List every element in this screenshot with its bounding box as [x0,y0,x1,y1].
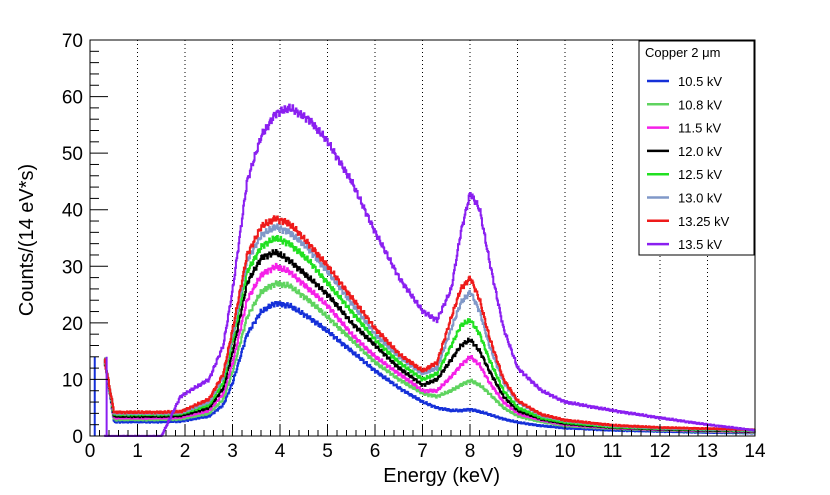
x-axis-title: Energy (keV) [383,465,500,487]
y-tick-label-70: 70 [62,31,83,52]
x-tick-label-0: 0 [85,441,96,462]
legend: Copper 2 μm 10.5 kV 10.8 kV 11.5 kV 12.0 kV 1… [638,40,755,256]
x-tick-label-6: 6 [370,441,381,462]
x-tick-label-9: 9 [512,441,523,462]
legend-entry-label: 13.5 kV [678,237,722,252]
series-line-10-5-kV [103,301,756,435]
x-tick-label-12: 12 [649,441,670,462]
series-layer [93,103,756,437]
x-tick-label-2: 2 [180,441,191,462]
y-tick-label-30: 30 [62,257,83,278]
x-tick-label-4: 4 [275,441,286,462]
legend-entry-label: 10.5 kV [678,74,722,89]
x-tick-label-14: 14 [744,441,766,462]
y-tick-label-0: 0 [72,427,83,448]
legend-entry-label: 11.5 kV [678,121,721,136]
axes: 0 1 2 3 4 5 6 7 8 9 10 11 12 13 14010203040506070Energ… [16,31,766,487]
y-axis-title: Counts/(14 eV*s) [16,164,38,316]
legend-entry-label: 12.0 kV [678,144,722,159]
legend-box [638,40,755,256]
legend-entry-label: 13.25 kV [678,214,730,229]
x-tick-label-1: 1 [132,441,143,462]
x-tick-label-7: 7 [417,441,428,462]
series-line-13-25-kV [103,215,756,432]
y-tick-label-40: 40 [62,201,83,222]
y-tick-label-60: 60 [62,88,83,109]
series-line-13-5-kV [103,103,756,437]
x-tick-label-5: 5 [322,441,333,462]
legend-title: Copper 2 μm [645,45,720,60]
y-tick-label-10: 10 [62,370,83,391]
legend-entry-label: 12.5 kV [678,167,722,182]
legend-entry-label: 10.8 kV [678,97,722,112]
y-tick-label-50: 50 [62,144,83,165]
x-tick-label-11: 11 [603,441,623,462]
y-tick-label-20: 20 [62,314,83,335]
x-tick-label-10: 10 [554,441,575,462]
legend-entry-label: 13.0 kV [678,191,722,206]
x-tick-label-13: 13 [697,441,718,462]
x-tick-label-3: 3 [227,441,238,462]
x-tick-label-8: 8 [465,441,476,462]
